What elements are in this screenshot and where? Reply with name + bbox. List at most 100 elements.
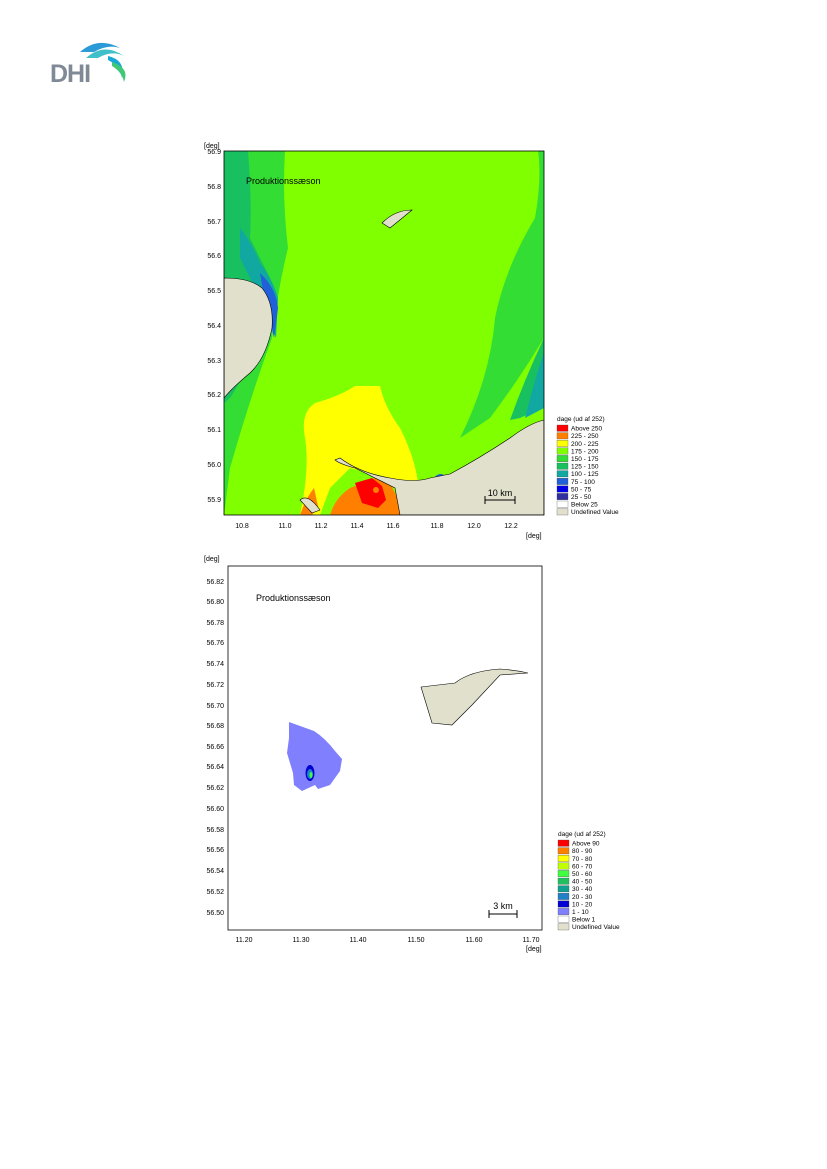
map2-y-tick: 56.54 — [206, 868, 224, 875]
map2-y-tick: 56.56 — [206, 847, 224, 854]
map1-legend-swatch — [556, 478, 569, 485]
map2-y-tick: 56.80 — [206, 599, 224, 606]
map2-y-tick: 56.52 — [206, 889, 224, 896]
map2-legend-swatch — [557, 870, 570, 877]
map2-legend-swatch — [557, 908, 570, 915]
map2-unit-top: [deg] — [204, 556, 220, 563]
map1-legend-swatch — [556, 455, 569, 462]
map2-x-tick: 11.30 — [293, 937, 310, 944]
map2-y-tick: 56.74 — [206, 661, 224, 668]
map1-y-tick: 56.1 — [207, 427, 221, 434]
map2-legend-label: 80 - 90 — [572, 848, 593, 855]
map1-y-tick: 56.3 — [207, 358, 221, 365]
map1-x-tick: 11.2 — [314, 523, 327, 530]
map1-y-tick: 56.2 — [207, 392, 221, 399]
map2-y-tick: 56.70 — [206, 703, 224, 710]
map1-unit-bottom: [deg] — [526, 533, 542, 540]
map1-legend-label: Below 25 — [571, 502, 598, 509]
map2-unit-bottom: [deg] — [526, 946, 542, 953]
map1-x-axis: 10.8 11.0 11.2 11.4 11.6 11.8 12.0 12.2 — [235, 523, 518, 530]
map1-legend-title: dage (ud af 252) — [557, 416, 605, 423]
map2-x-tick: 11.20 — [236, 937, 253, 944]
map2-y-axis: 56.82 56.80 56.78 56.76 56.74 56.72 56.7… — [206, 579, 224, 917]
dhi-wave-icon — [80, 42, 126, 82]
map2-legend-label: Undefined Value — [572, 924, 620, 931]
map1-legend-swatch — [556, 462, 569, 470]
map2-x-tick: 11.60 — [466, 937, 483, 944]
map2-x-axis: 11.20 11.30 11.40 11.50 11.60 11.70 — [236, 937, 540, 944]
map2-legend-label: 1 - 10 — [572, 909, 589, 916]
map2-legend-swatch — [557, 900, 570, 908]
map1-legend-swatch — [556, 432, 569, 440]
map1-y-tick: 56.7 — [207, 219, 221, 226]
dhi-logo: DHI — [50, 38, 130, 88]
map1-x-tick: 11.6 — [386, 523, 399, 530]
map2-legend-swatch — [557, 855, 570, 862]
map2-scale-bar: 3 km — [488, 901, 518, 918]
map2-y-tick: 56.68 — [206, 723, 224, 730]
map2-legend-swatch — [557, 885, 570, 893]
map1-legend-label: 200 - 225 — [571, 441, 599, 448]
map1-legend-label: 25 - 50 — [571, 494, 592, 501]
map2-legend-swatch — [557, 877, 570, 885]
map2-legend-label: Above 90 — [572, 841, 600, 848]
map2-x-tick: 11.40 — [350, 937, 367, 944]
map2-x-tick: 11.70 — [523, 937, 540, 944]
map1-legend-label: 150 - 175 — [571, 456, 599, 463]
map2-y-tick: 56.82 — [206, 579, 224, 586]
map2-legend-title: dage (ud af 252) — [558, 831, 606, 838]
map1-legend-label: 75 - 100 — [571, 479, 595, 486]
map1-x-tick: 11.0 — [278, 523, 291, 530]
map2-legend-label: 20 - 30 — [572, 894, 593, 901]
map2-legend-swatch — [557, 923, 570, 931]
map1-scale-label: 10 km — [488, 488, 513, 498]
map1-legend-label: 225 - 250 — [571, 433, 599, 440]
map1-legend-label: 50 - 75 — [571, 486, 592, 493]
map1-scale-bar: 10 km — [484, 488, 516, 504]
map2-legend-label: 30 - 40 — [572, 886, 593, 893]
map1-legend-swatch — [556, 440, 569, 447]
map2-legend-label: 40 - 50 — [572, 879, 593, 886]
map2-x-tick: 11.50 — [408, 937, 425, 944]
map1-x-tick: 10.8 — [235, 523, 249, 530]
map1-plot-area — [224, 151, 544, 515]
map1-y-tick: 56.9 — [207, 149, 221, 156]
map1-unit-top: [deg] — [204, 143, 220, 150]
map1-legend-swatch — [556, 493, 569, 500]
map2-y-tick: 56.50 — [206, 910, 224, 917]
map1-y-tick: 56.4 — [207, 323, 221, 330]
map2-legend-swatch — [557, 893, 570, 900]
map1-y-axis: 56.9 56.8 56.7 56.6 56.5 56.4 56.3 56.2 … — [207, 149, 221, 504]
map2-land — [420, 668, 529, 726]
map1-legend-swatch — [556, 508, 569, 516]
map2-legend-swatch — [557, 847, 570, 855]
map1-y-tick: 56.0 — [207, 462, 221, 469]
map-production-season-zoom: [deg] 56.82 56.80 56.78 56.76 56.74 56.7… — [204, 556, 620, 953]
map1-x-tick: 11.8 — [430, 523, 443, 530]
map2-legend-label: 70 - 80 — [572, 856, 593, 863]
map2-y-tick: 56.66 — [206, 744, 224, 751]
map2-scale-label: 3 km — [493, 901, 513, 911]
map2-y-tick: 56.58 — [206, 827, 224, 834]
map1-legend-label: 125 - 150 — [571, 464, 599, 471]
dhi-logo-text: DHI — [50, 60, 91, 88]
map1-x-tick: 11.4 — [350, 523, 363, 530]
map1-title: Produktionssæson — [246, 176, 321, 186]
map2-y-tick: 56.72 — [206, 682, 224, 689]
map1-legend-label: Above 250 — [571, 426, 602, 433]
map1-y-tick: 56.8 — [207, 184, 221, 191]
map2-plume — [287, 722, 342, 791]
map1-y-tick: 56.5 — [207, 288, 221, 295]
map2-y-tick: 56.64 — [206, 764, 224, 771]
map1-legend-swatch — [556, 447, 569, 455]
map1-legend-swatch — [556, 500, 569, 508]
map1-x-tick: 12.0 — [467, 523, 481, 530]
map1-legend-label: 100 - 125 — [571, 471, 599, 478]
map1-x-tick: 12.2 — [504, 523, 518, 530]
map2-legend-swatch — [557, 839, 570, 847]
map2-y-tick: 56.76 — [206, 640, 224, 647]
map2-legend-swatch — [557, 862, 570, 870]
map2-legend-label: 10 - 20 — [572, 901, 593, 908]
map2-legend-label: Below 1 — [572, 917, 596, 924]
